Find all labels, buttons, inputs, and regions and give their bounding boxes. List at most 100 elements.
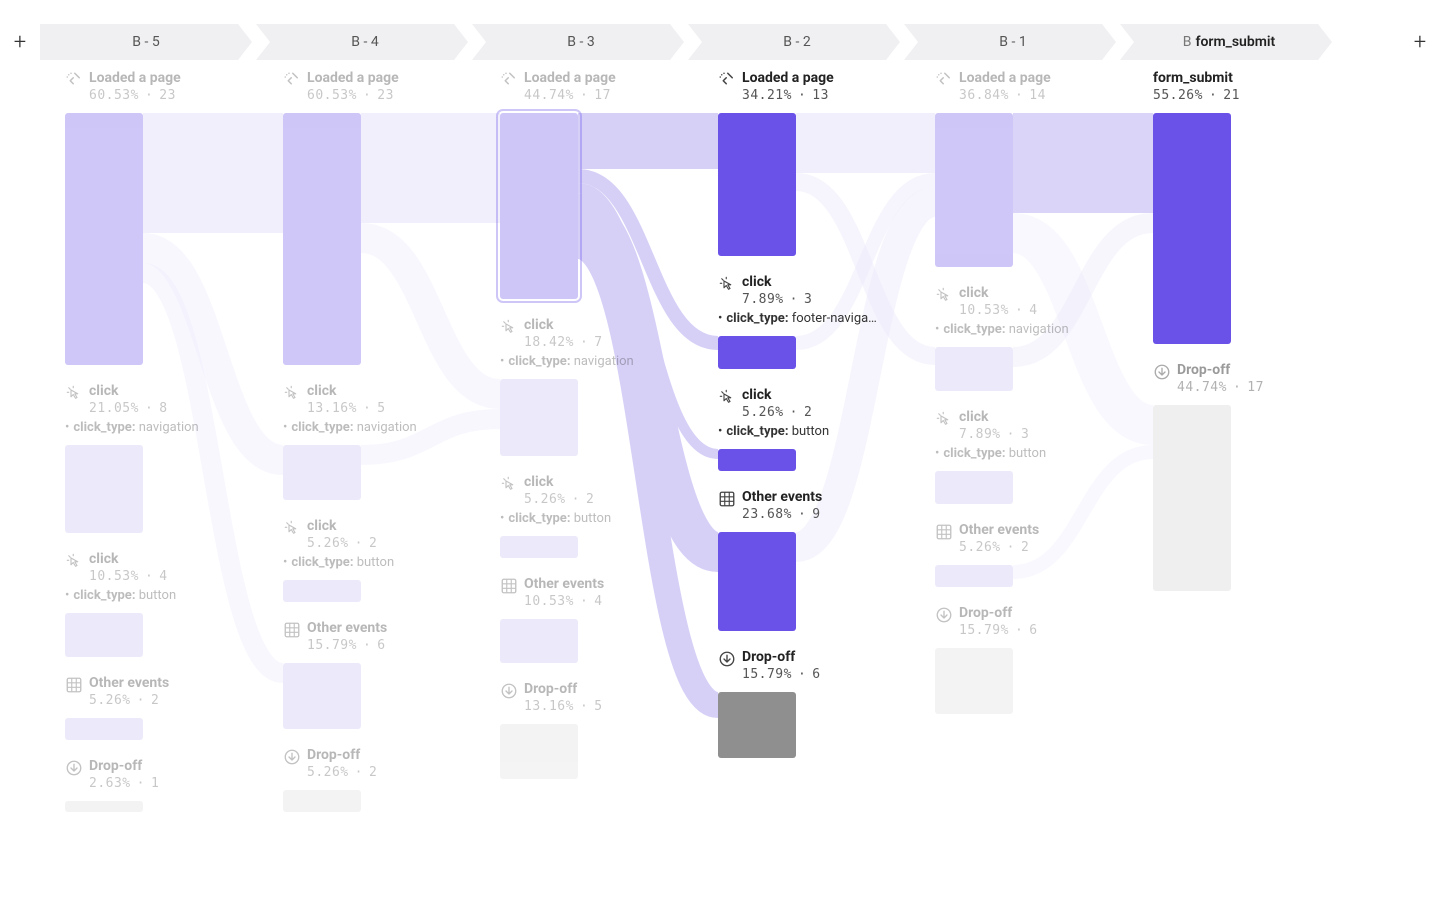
- node-bar[interactable]: [718, 113, 796, 256]
- node-bar[interactable]: [500, 619, 578, 663]
- node-bar[interactable]: [500, 379, 578, 456]
- sankey-node[interactable]: Other events10.53%·4: [500, 576, 700, 663]
- sankey-node[interactable]: click5.26%·2•click_type: button: [500, 474, 700, 558]
- node-bar[interactable]: [500, 113, 578, 299]
- node-pct: 15.79%: [959, 623, 1009, 638]
- sankey-node[interactable]: Drop-off5.26%·2: [283, 747, 483, 812]
- node-title: Loaded a page: [307, 70, 483, 86]
- node-bar[interactable]: [935, 471, 1013, 504]
- sankey-node[interactable]: Drop-off15.79%·6: [935, 605, 1135, 714]
- sankey-node[interactable]: click5.26%·2•click_type: button: [718, 387, 918, 471]
- breadcrumb-step-0[interactable]: B - 5: [40, 24, 252, 60]
- sankey-node[interactable]: click10.53%·4•click_type: navigation: [935, 285, 1135, 391]
- cursor-click-icon: [935, 410, 953, 428]
- node-bar[interactable]: [718, 336, 796, 369]
- breadcrumb-step-1[interactable]: B - 4: [256, 24, 468, 60]
- node-pct: 13.16%: [307, 401, 357, 416]
- node-bar[interactable]: [65, 718, 143, 740]
- node-bar[interactable]: [718, 449, 796, 471]
- node-bar[interactable]: [935, 565, 1013, 587]
- node-count: 21: [1223, 88, 1240, 103]
- node-meta-key: click_type:: [291, 420, 353, 435]
- node-bar[interactable]: [1153, 405, 1231, 591]
- sankey-node[interactable]: Drop-off15.79%·6: [718, 649, 918, 758]
- node-pct: 18.42%: [524, 335, 574, 350]
- breadcrumb-row: + B - 5B - 4B - 3B - 2B - 1Bform_submit …: [0, 22, 1440, 62]
- sankey-node[interactable]: click7.89%·3•click_type: button: [935, 409, 1135, 504]
- breadcrumb-step-4[interactable]: B - 1: [904, 24, 1116, 60]
- node-count: 2: [151, 693, 159, 708]
- node-bar[interactable]: [65, 445, 143, 533]
- node-stats: 7.89%·3: [959, 427, 1135, 442]
- node-bar[interactable]: [283, 445, 361, 500]
- node-title: Drop-off: [1177, 362, 1353, 378]
- node-header: Loaded a page44.74%·17: [500, 70, 700, 103]
- breadcrumb-step-5[interactable]: Bform_submit: [1120, 24, 1332, 60]
- sankey-node[interactable]: Drop-off44.74%·17: [1153, 362, 1353, 591]
- node-header: Drop-off15.79%·6: [935, 605, 1135, 638]
- node-bar[interactable]: [718, 692, 796, 758]
- arrow-down-circle-icon: [500, 682, 518, 700]
- sankey-node[interactable]: click13.16%·5•click_type: navigation: [283, 383, 483, 500]
- sankey-node[interactable]: Loaded a page60.53%·23: [65, 70, 265, 365]
- node-pct: 23.68%: [742, 507, 792, 522]
- node-meta: •click_type: button: [65, 588, 265, 603]
- breadcrumb-step-3[interactable]: B - 2: [688, 24, 900, 60]
- arrow-down-circle-icon: [283, 748, 301, 766]
- cursor-click-icon: [500, 318, 518, 336]
- node-count: 23: [377, 88, 394, 103]
- sankey-node[interactable]: Drop-off13.16%·5: [500, 681, 700, 779]
- node-bar[interactable]: [935, 347, 1013, 391]
- node-bar[interactable]: [283, 113, 361, 365]
- node-bar[interactable]: [65, 613, 143, 657]
- node-title: click: [307, 383, 483, 399]
- node-header: click10.53%·4: [935, 285, 1135, 318]
- node-header: Drop-off13.16%·5: [500, 681, 700, 714]
- grid-icon: [283, 621, 301, 639]
- sankey-node[interactable]: click10.53%·4•click_type: button: [65, 551, 265, 657]
- node-bar[interactable]: [935, 113, 1013, 267]
- sankey-node[interactable]: Drop-off2.63%·1: [65, 758, 265, 812]
- node-bar[interactable]: [500, 724, 578, 779]
- node-bar[interactable]: [500, 536, 578, 558]
- cursor-sparkle-icon: [935, 71, 953, 89]
- sankey-node[interactable]: click21.05%·8•click_type: navigation: [65, 383, 265, 533]
- breadcrumb-label: B - 5: [132, 34, 159, 50]
- cursor-sparkle-icon: [500, 71, 518, 89]
- sankey-node[interactable]: Other events15.79%·6: [283, 620, 483, 729]
- sankey-node[interactable]: Other events23.68%·9: [718, 489, 918, 631]
- node-bar[interactable]: [283, 663, 361, 729]
- node-stats: 5.26%·2: [524, 492, 700, 507]
- sankey-node[interactable]: Loaded a page34.21%·13: [718, 70, 918, 256]
- node-bar[interactable]: [283, 580, 361, 602]
- node-bar[interactable]: [718, 532, 796, 631]
- sankey-node[interactable]: click7.89%·3•click_type: footer-naviga…: [718, 274, 918, 369]
- sankey-node[interactable]: click5.26%·2•click_type: button: [283, 518, 483, 602]
- sankey-node[interactable]: Loaded a page60.53%·23: [283, 70, 483, 365]
- node-pct: 7.89%: [959, 427, 1001, 442]
- node-bar[interactable]: [935, 648, 1013, 714]
- node-title: click: [959, 285, 1135, 301]
- breadcrumb-step-2[interactable]: B - 3: [472, 24, 684, 60]
- node-meta-value: button: [135, 588, 176, 603]
- node-stats: 5.26%·2: [307, 536, 483, 551]
- node-bar[interactable]: [65, 113, 143, 365]
- sankey-node[interactable]: Loaded a page36.84%·14: [935, 70, 1135, 267]
- sankey-node[interactable]: form_submit55.26%·21: [1153, 70, 1353, 344]
- breadcrumb-label: B - 3: [567, 34, 594, 50]
- sankey-node[interactable]: Other events5.26%·2: [935, 522, 1135, 587]
- node-count: 2: [1021, 540, 1029, 555]
- node-bar[interactable]: [1153, 113, 1231, 344]
- node-header: click18.42%·7: [500, 317, 700, 350]
- node-bar[interactable]: [65, 801, 143, 812]
- breadcrumb-label: form_submit: [1196, 34, 1276, 50]
- sankey-node[interactable]: Other events5.26%·2: [65, 675, 265, 740]
- sankey-node[interactable]: click18.42%·7•click_type: navigation: [500, 317, 700, 456]
- node-meta-value: button: [570, 511, 611, 526]
- cursor-click-icon: [283, 384, 301, 402]
- node-header: click5.26%·2: [718, 387, 918, 420]
- add-step-right-button[interactable]: +: [1400, 22, 1440, 62]
- sankey-node[interactable]: Loaded a page44.74%·17: [500, 70, 700, 299]
- node-bar[interactable]: [283, 790, 361, 812]
- add-step-left-button[interactable]: +: [0, 22, 40, 62]
